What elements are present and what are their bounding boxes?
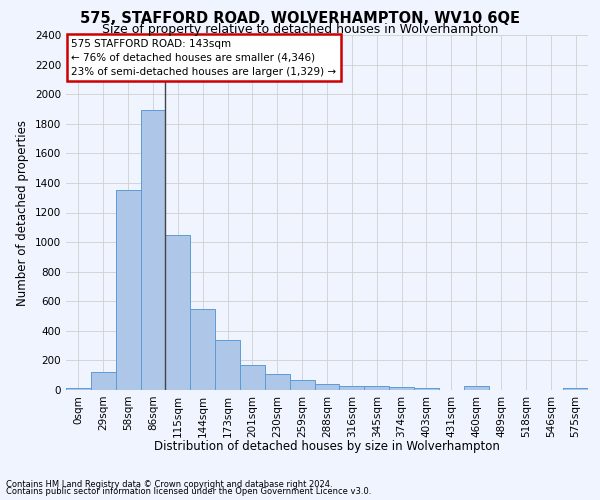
Text: 575 STAFFORD ROAD: 143sqm
← 76% of detached houses are smaller (4,346)
23% of se: 575 STAFFORD ROAD: 143sqm ← 76% of detac…	[71, 38, 337, 76]
Bar	[166, 236, 190, 390]
Bar	[140, 110, 166, 390]
Text: 575, STAFFORD ROAD, WOLVERHAMPTON, WV10 6QE: 575, STAFFORD ROAD, WOLVERHAMPTON, WV10 …	[80, 11, 520, 26]
X-axis label: Distribution of detached houses by size in Wolverhampton: Distribution of detached houses by size …	[154, 440, 500, 453]
Bar	[215, 340, 240, 390]
Bar	[116, 190, 140, 390]
Bar	[414, 388, 439, 390]
Bar	[290, 380, 314, 390]
Bar	[265, 374, 290, 390]
Bar	[314, 384, 340, 390]
Bar	[563, 388, 588, 390]
Bar	[340, 386, 364, 390]
Y-axis label: Number of detached properties: Number of detached properties	[16, 120, 29, 306]
Text: Contains public sector information licensed under the Open Government Licence v3: Contains public sector information licen…	[6, 487, 371, 496]
Bar	[91, 372, 116, 390]
Bar	[464, 386, 488, 390]
Bar	[190, 310, 215, 390]
Bar	[240, 365, 265, 390]
Bar	[364, 386, 389, 390]
Bar	[66, 388, 91, 390]
Bar	[389, 387, 414, 390]
Text: Contains HM Land Registry data © Crown copyright and database right 2024.: Contains HM Land Registry data © Crown c…	[6, 480, 332, 489]
Text: Size of property relative to detached houses in Wolverhampton: Size of property relative to detached ho…	[102, 22, 498, 36]
